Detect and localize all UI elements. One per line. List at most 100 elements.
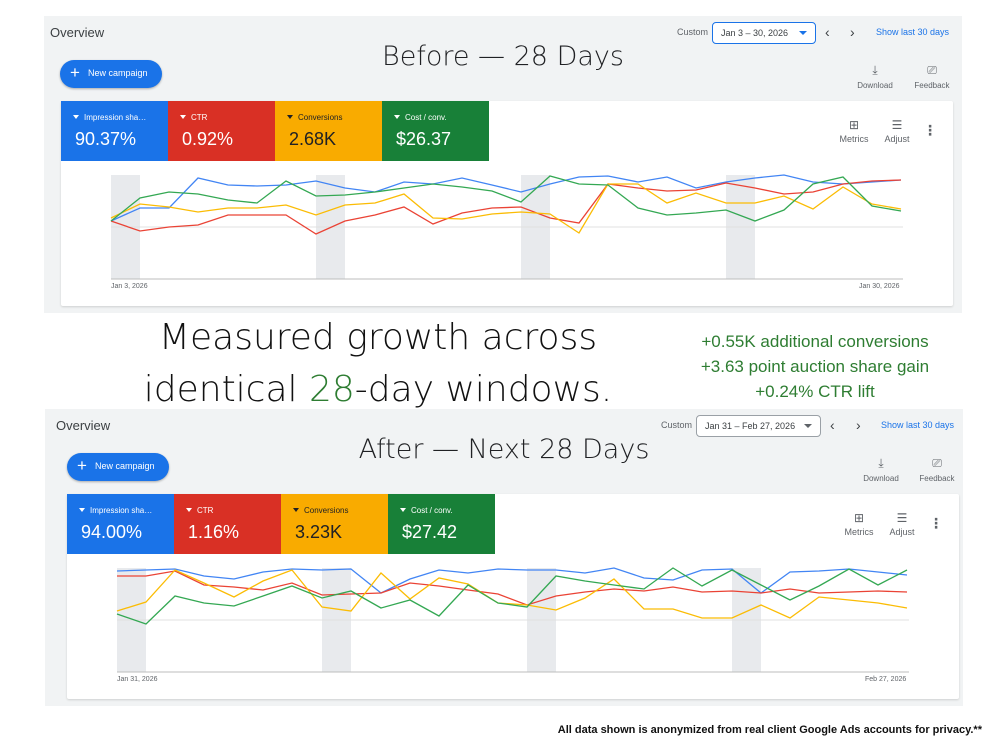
privacy-footnote: All data shown is anonymized from real c… [557, 724, 982, 736]
metric-label: CTR [186, 506, 213, 515]
download-label: Download [857, 81, 893, 90]
feedback-icon: ⎚ [932, 456, 942, 470]
chevron-left-icon[interactable]: ‹ [825, 24, 830, 40]
metric-tile-cost-per-conv[interactable]: Cost / conv. $27.42 [388, 494, 495, 554]
headline-line-2: identical 28-day windows. [113, 364, 643, 416]
metrics-label: Metrics [839, 134, 869, 144]
headline: Measured growth across identical 28-day … [113, 312, 643, 416]
feedback-label: Feedback [919, 474, 955, 483]
dropdown-caret-icon [799, 31, 807, 35]
plus-icon: + [77, 456, 87, 475]
metric-label: Cost / conv. [394, 113, 447, 122]
chevron-right-icon[interactable]: › [850, 24, 855, 40]
more-vert-icon[interactable]: ⋮ [923, 122, 937, 138]
date-range-picker[interactable]: Jan 31 – Feb 27, 2026 [696, 415, 821, 437]
download-button[interactable]: ⤓ Download [853, 64, 897, 90]
metric-value: 94.00% [81, 522, 143, 542]
custom-label: Custom [677, 27, 709, 37]
metric-label: Conversions [293, 506, 348, 515]
x-axis-start-label: Jan 31, 2026 [117, 676, 158, 683]
metric-tile-conversions[interactable]: Conversions 2.68K [275, 101, 382, 161]
date-range-text: Jan 3 – 30, 2026 [721, 28, 789, 38]
gains-list: +0.55K additional conversions +3.63 poin… [660, 329, 970, 404]
performance-card: Impression sha… 90.37% CTR 0.92% Convers… [61, 101, 953, 306]
headline-line-2-post: -day windows. [354, 369, 613, 410]
download-icon: ⤓ [878, 456, 884, 470]
metrics-icon: ⊞ [848, 118, 860, 132]
overview-title: Overview [56, 418, 111, 433]
dropdown-caret-icon [804, 424, 812, 428]
metrics-button[interactable]: ⊞ Metrics [839, 512, 879, 537]
new-campaign-button[interactable]: + New campaign [67, 453, 169, 481]
metric-value: $26.37 [396, 129, 452, 149]
metric-tile-cost-per-conv[interactable]: Cost / conv. $26.37 [382, 101, 489, 161]
series-cost-per-conv-line [110, 175, 902, 222]
metric-label: Impression sha… [73, 113, 146, 122]
x-axis-end-label: Feb 27, 2026 [865, 676, 907, 683]
feedback-icon: ⎚ [927, 63, 937, 77]
headline-line-2-pre: identical [143, 369, 309, 410]
x-axis-end-label: Jan 30, 2026 [859, 283, 900, 290]
metric-label: Cost / conv. [400, 506, 453, 515]
date-range-picker[interactable]: Jan 3 – 30, 2026 [712, 22, 816, 44]
metric-tile-ctr[interactable]: CTR 0.92% [168, 101, 275, 161]
overview-title: Overview [50, 25, 105, 40]
after-trend-chart [116, 567, 909, 673]
before-heading: Before — 28 Days [382, 41, 624, 72]
chevron-left-icon[interactable]: ‹ [830, 417, 835, 433]
metric-label: Impression sha… [79, 506, 152, 515]
new-campaign-button[interactable]: + New campaign [60, 60, 162, 88]
metric-value: 0.92% [182, 129, 234, 149]
after-heading: After — Next 28 Days [358, 434, 650, 465]
gain-item: +0.24% CTR lift [755, 382, 875, 401]
series-ctr-line [110, 179, 902, 235]
metric-tile-ctr[interactable]: CTR 1.16% [174, 494, 281, 554]
feedback-button[interactable]: ⎚ Feedback [910, 64, 954, 90]
adjust-button[interactable]: ☰ Adjust [882, 512, 922, 537]
series-impression-share-line [116, 567, 908, 594]
gain-item: +3.63 point auction share gain [700, 357, 930, 376]
feedback-label: Feedback [914, 81, 950, 90]
before-trend-chart [110, 174, 903, 280]
adjust-label: Adjust [889, 527, 915, 537]
x-axis-start-label: Jan 3, 2026 [111, 283, 148, 290]
metric-label: Conversions [287, 113, 342, 122]
date-range-text: Jan 31 – Feb 27, 2026 [705, 421, 796, 431]
metric-label: CTR [180, 113, 207, 122]
adjust-icon: ☰ [891, 118, 903, 132]
metric-tile-conversions[interactable]: Conversions 3.23K [281, 494, 388, 554]
download-icon: ⤓ [872, 63, 878, 77]
metric-tile-impression-share[interactable]: Impression sha… 90.37% [61, 101, 168, 161]
more-vert-icon[interactable]: ⋮ [929, 515, 943, 531]
after-overview-panel: Overview After — Next 28 Days Custom Jan… [45, 409, 963, 706]
download-button[interactable]: ⤓ Download [859, 457, 903, 483]
metric-value: 90.37% [75, 129, 137, 149]
metric-value: 2.68K [289, 129, 337, 149]
series-conversions-line [116, 569, 908, 619]
show-last-30-days-link[interactable]: Show last 30 days [881, 420, 955, 430]
plus-icon: + [70, 63, 80, 82]
adjust-button[interactable]: ☰ Adjust [877, 119, 917, 144]
adjust-icon: ☰ [896, 511, 908, 525]
metric-tile-impression-share[interactable]: Impression sha… 94.00% [67, 494, 174, 554]
download-label: Download [863, 474, 899, 483]
series-conversions-line [110, 183, 902, 234]
new-campaign-label: New campaign [88, 68, 148, 78]
headline-line-1: Measured growth across [158, 317, 598, 358]
performance-card: Impression sha… 94.00% CTR 1.16% Convers… [67, 494, 959, 699]
series-impression-share-line [110, 174, 902, 222]
chevron-right-icon[interactable]: › [856, 417, 861, 433]
adjust-label: Adjust [884, 134, 910, 144]
show-last-30-days-link[interactable]: Show last 30 days [876, 27, 950, 37]
metric-value: 3.23K [295, 522, 343, 542]
gain-item: +0.55K additional conversions [701, 332, 929, 351]
series-cost-per-conv-line [116, 567, 908, 625]
before-overview-panel: Overview Before — 28 Days Custom Jan 3 –… [44, 16, 962, 313]
metrics-button[interactable]: ⊞ Metrics [834, 119, 874, 144]
metric-value: 1.16% [188, 522, 240, 542]
metrics-icon: ⊞ [853, 511, 865, 525]
headline-highlight-number: 28 [308, 369, 355, 410]
metric-value: $27.42 [402, 522, 458, 542]
metrics-label: Metrics [844, 527, 874, 537]
feedback-button[interactable]: ⎚ Feedback [915, 457, 959, 483]
